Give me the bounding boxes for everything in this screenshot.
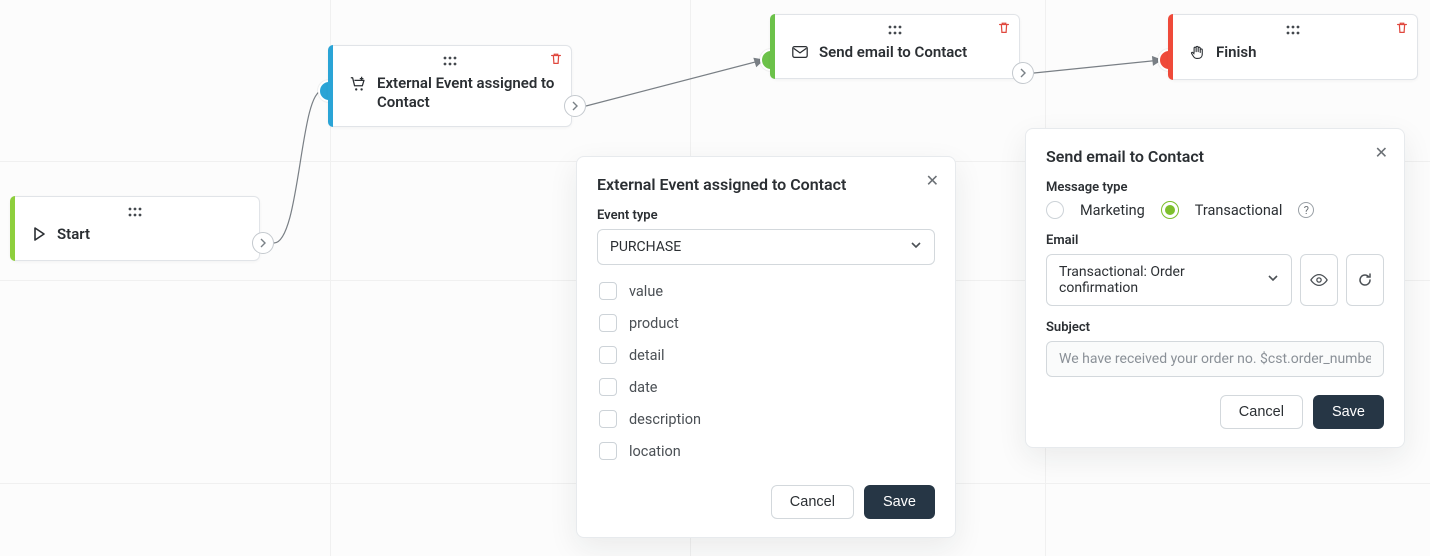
hand-icon [1189, 44, 1206, 65]
save-button[interactable]: Save [864, 485, 935, 519]
node-color-bar [10, 196, 15, 261]
chevron-down-icon [910, 239, 922, 255]
panel-title: External Event assigned to Contact [597, 175, 935, 194]
radio-marketing[interactable] [1046, 201, 1064, 219]
save-button[interactable]: Save [1313, 395, 1384, 429]
help-icon[interactable]: ? [1298, 202, 1314, 218]
checkbox-row[interactable]: location [597, 435, 935, 467]
refresh-button[interactable] [1346, 254, 1384, 306]
checkbox[interactable] [599, 346, 617, 364]
outlet-event[interactable] [564, 95, 586, 117]
checkbox-row[interactable]: detail [597, 339, 935, 371]
node-start[interactable]: Start [10, 196, 260, 261]
edge-email-to-finish [1034, 60, 1161, 73]
node-label: Finish [1216, 43, 1257, 62]
cancel-button[interactable]: Cancel [1220, 395, 1303, 429]
event-type-select[interactable]: PURCHASE [597, 229, 935, 265]
drag-handle-icon[interactable] [785, 25, 1005, 39]
drag-handle-icon[interactable] [343, 56, 557, 70]
field-label-email: Email [1046, 233, 1384, 248]
edge-event-to-email [586, 60, 763, 106]
node-label: Send email to Contact [819, 43, 967, 62]
checkbox-row[interactable]: value [597, 275, 935, 307]
radio-label-transactional: Transactional [1195, 202, 1283, 219]
preview-button[interactable] [1300, 254, 1338, 306]
trash-icon[interactable] [997, 21, 1011, 39]
field-label-message-type: Message type [1046, 180, 1384, 195]
close-icon[interactable]: ✕ [926, 171, 939, 190]
panel-send-email: ✕ Send email to Contact Message type Mar… [1025, 128, 1405, 448]
checkbox-label: detail [629, 347, 665, 364]
select-value: Transactional: Order confirmation [1059, 264, 1267, 296]
close-icon[interactable]: ✕ [1375, 143, 1388, 162]
checkbox-label: value [629, 283, 663, 300]
node-external-event[interactable]: External Event assigned to Contact [328, 45, 572, 127]
node-finish[interactable]: Finish [1168, 14, 1418, 80]
radio-label-marketing: Marketing [1080, 202, 1145, 219]
play-icon [31, 226, 47, 246]
subject-value: We have received your order no. $cst.ord… [1059, 351, 1371, 367]
checkbox-label: date [629, 379, 658, 396]
node-label: External Event assigned to Contact [377, 74, 557, 112]
checkbox-label: product [629, 315, 679, 332]
node-send-email[interactable]: Send email to Contact [770, 14, 1020, 79]
outlet-start[interactable] [252, 232, 274, 254]
cancel-button[interactable]: Cancel [771, 485, 854, 519]
select-value: PURCHASE [610, 239, 681, 255]
checkbox-label: description [629, 411, 701, 428]
field-label-subject: Subject [1046, 320, 1384, 335]
checkbox[interactable] [599, 410, 617, 428]
drag-handle-icon[interactable] [1183, 25, 1403, 39]
trash-icon[interactable] [1395, 21, 1409, 39]
checkbox[interactable] [599, 314, 617, 332]
drag-handle-icon[interactable] [25, 207, 245, 221]
checkbox-row[interactable]: date [597, 371, 935, 403]
chevron-down-icon [1267, 272, 1279, 288]
checkbox[interactable] [599, 442, 617, 460]
panel-title: Send email to Contact [1046, 147, 1384, 166]
node-label: Start [57, 225, 90, 244]
subject-input[interactable]: We have received your order no. $cst.ord… [1046, 341, 1384, 377]
checkbox[interactable] [599, 378, 617, 396]
email-template-select[interactable]: Transactional: Order confirmation [1046, 254, 1292, 306]
outlet-email[interactable] [1012, 62, 1034, 84]
checkbox-row[interactable]: product [597, 307, 935, 339]
node-color-bar [770, 14, 775, 79]
cart-plus-icon [349, 75, 367, 97]
panel-external-event: ✕ External Event assigned to Contact Eve… [576, 156, 956, 538]
radio-transactional[interactable] [1161, 201, 1179, 219]
node-color-bar [1168, 14, 1173, 80]
checkbox-label: location [629, 443, 681, 460]
mail-icon [791, 44, 809, 64]
checkbox[interactable] [599, 282, 617, 300]
field-label-event-type: Event type [597, 208, 935, 223]
trash-icon[interactable] [549, 52, 563, 70]
node-color-bar [328, 45, 333, 127]
checkbox-row[interactable]: description [597, 403, 935, 435]
edge-start-to-event [274, 91, 322, 243]
